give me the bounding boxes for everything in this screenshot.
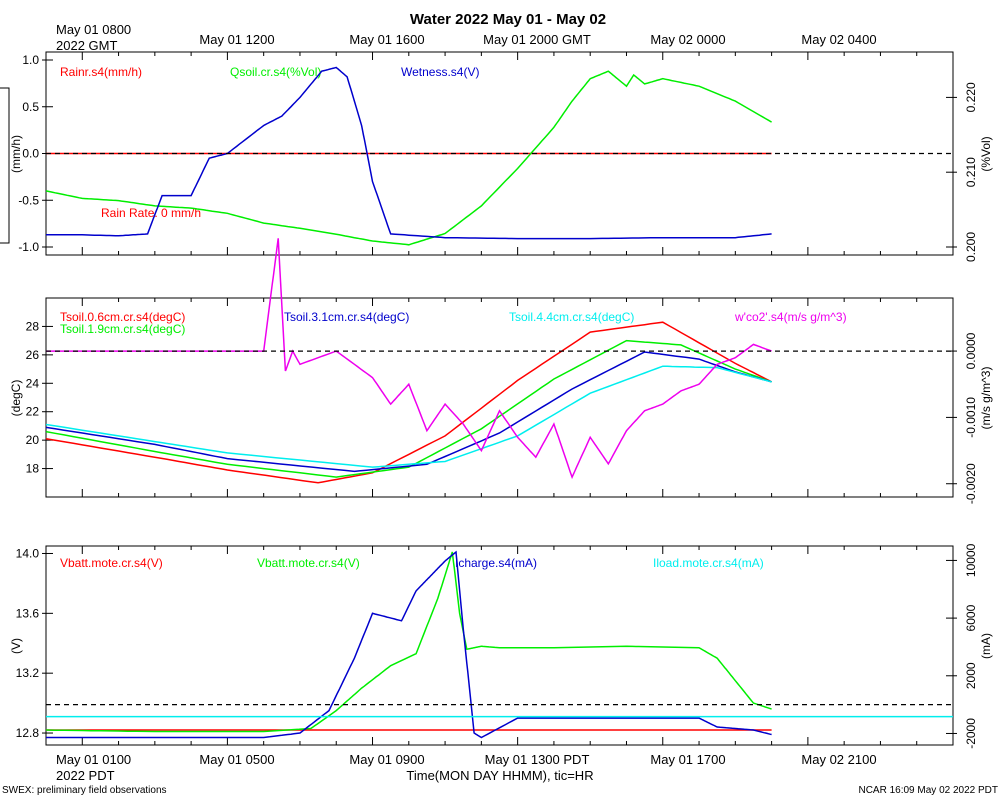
panel-power-ylabel-right: (mA): [979, 633, 993, 659]
series-line-tsoil-3-1cm-cr-s4-degc: [45, 351, 772, 473]
y-tick-label-right: -2000: [964, 718, 978, 749]
series-line-wetness-s4-v: [46, 66, 772, 240]
top-axis-tick-label: May 01 1200: [199, 32, 274, 47]
y-tick-label-right: 0.0000: [964, 332, 978, 369]
legend-vbatt-red: Vbatt.mote.cr.s4(V): [60, 556, 163, 570]
series-line-icharge-s4-ma: [46, 550, 772, 739]
y-tick-label-right: 0.210: [964, 157, 978, 187]
chart-marks: -1.0 -0.5 0.0 0.5 1.0 0.200 0.210 0.220 18 20 22 24…: [16, 52, 978, 749]
y-tick-label-left: -0.5: [18, 193, 39, 207]
series-line-tsoil-1-9cm-cr-s4-degc: [45, 339, 772, 478]
series-line-tsoil-0-6cm-cr-s4-degc: [45, 321, 772, 484]
series-line-qsoil-cr-s4-vol: [45, 70, 772, 246]
top-axis-start-year: 2022 GMT: [56, 38, 117, 53]
y-tick-label-left: 13.2: [16, 666, 40, 680]
legend-vbatt-green: Vbatt.mote.cr.s4(V): [257, 556, 360, 570]
y-tick-label-right: 2000: [964, 662, 978, 689]
top-axis-tick-label: May 01 2000 GMT: [483, 32, 591, 47]
bottom-axis-tick-label: May 01 0900: [349, 752, 424, 767]
panel-power-ylabel-left: (V): [9, 638, 23, 654]
y-tick-label-left: 0.5: [22, 100, 39, 114]
series-line-vbatt-mote-cr-s4-v: [45, 551, 772, 733]
y-tick-label-left: 18: [26, 462, 40, 476]
legend-wetness: Wetness.s4(V): [401, 65, 479, 79]
legend-iload: Iload.mote.cr.s4(mA): [653, 556, 764, 570]
y-tick-label-right: 6000: [964, 604, 978, 631]
legend-tsoil-0-6cm: Tsoil.0.6cm.cr.s4(degC): [60, 310, 185, 324]
legend-tsoil-4-4cm: Tsoil.4.4cm.cr.s4(degC): [509, 310, 634, 324]
footer-left: SWEX: preliminary field observations: [2, 785, 167, 796]
panel-soil-ylabel-left: (degC): [9, 380, 23, 417]
panel-water-ylabel-left: (mm/h): [9, 135, 23, 173]
y-tick-label-right: 10000: [964, 543, 978, 577]
y-tick-label-left: 28: [26, 319, 40, 333]
bottom-axis-tick-label: May 01 0500: [199, 752, 274, 767]
bottom-axis-tick-label: May 01 1300 PDT: [485, 752, 590, 767]
top-axis-tick-label: May 01 1600: [349, 32, 424, 47]
bottom-axis-start-year: 2022 PDT: [56, 768, 115, 783]
y-tick-label-left: 20: [26, 433, 40, 447]
series-line-w-co2-s4-m-s-g-m-3: [46, 238, 772, 480]
bottom-axis-tick-label: May 01 1700: [650, 752, 725, 767]
y-tick-label-left: 26: [26, 348, 40, 362]
legend-qsoil: Qsoil.cr.s4(%Vol): [230, 65, 321, 79]
y-tick-label-left: 13.6: [16, 606, 40, 620]
y-tick-label-right: 0.200: [964, 232, 978, 262]
top-axis-tick-label: May 02 0400: [801, 32, 876, 47]
footer-right: NCAR 16:09 May 02 2022 PDT: [858, 785, 998, 796]
y-tick-label-left: 24: [26, 376, 40, 390]
panel-soil-ylabel-right: (m/s g/m^3): [979, 367, 993, 430]
chart-title: Water 2022 May 01 - May 02: [410, 11, 606, 28]
y-tick-label-right: 0.220: [964, 82, 978, 112]
legend-rainr: Rainr.s4(mm/h): [60, 65, 142, 79]
y-tick-label-left: 0.0: [22, 147, 39, 161]
y-tick-label-right: -0.0010: [964, 397, 978, 438]
y-tick-label-left: 1.0: [22, 53, 39, 67]
legend-wco2: w'co2'.s4(m/s g/m^3): [734, 310, 847, 324]
y-tick-label-left: 12.8: [16, 726, 40, 740]
panel-soil-temperature-frame: [45, 297, 954, 498]
top-axis-tick-label: May 02 0000: [650, 32, 725, 47]
panel-water-ylabel-right: (%Vol): [979, 136, 993, 171]
y-tick-label-left: 14.0: [16, 546, 40, 560]
left-bracket: [0, 87, 10, 244]
bottom-axis-start-label: May 01 0100: [56, 752, 131, 767]
legend-icharge: Icharge.s4(mA): [455, 556, 537, 570]
y-tick-label-left: -1.0: [18, 240, 39, 254]
legend-tsoil-1-9cm: Tsoil.1.9cm.cr.s4(degC): [60, 322, 185, 336]
y-tick-label-left: 22: [26, 405, 40, 419]
bottom-axis-tick-label: May 02 2100: [801, 752, 876, 767]
y-tick-label-right: -0.0020: [964, 463, 978, 504]
top-axis-start-label: May 01 0800: [56, 22, 131, 37]
panel-power-frame: [45, 545, 954, 746]
series-line-tsoil-4-4cm-cr-s4-degc: [45, 365, 772, 468]
legend-tsoil-3-1cm: Tsoil.3.1cm.cr.s4(degC): [284, 310, 409, 324]
rain-rate-annotation: Rain Rate: 0 mm/h: [101, 206, 201, 220]
x-axis-label: Time(MON DAY HHMM), tic=HR: [406, 768, 593, 783]
